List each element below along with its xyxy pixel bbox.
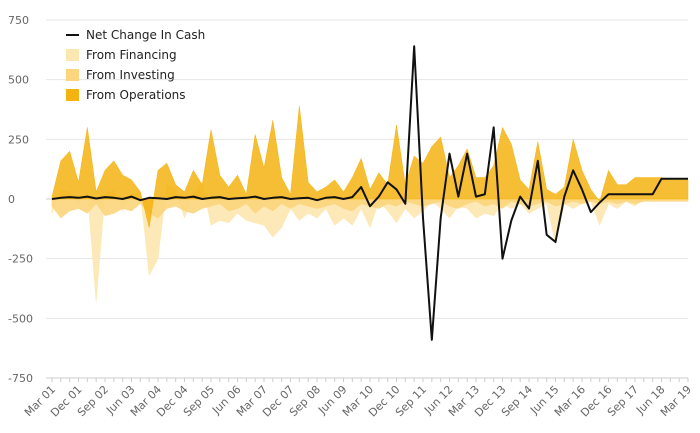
legend-label-from-investing: From Investing [86, 68, 175, 82]
y-tick-label: 500 [8, 74, 29, 87]
y-tick-label: 0 [8, 193, 15, 206]
line-series-net-change-in-cash [51, 45, 688, 341]
legend-swatch-from-financing [66, 49, 79, 61]
area-layer [51, 105, 689, 302]
y-tick-label: 750 [8, 14, 29, 27]
legend-swatch-from-operations [66, 89, 79, 101]
y-tick-label: -250 [8, 253, 33, 266]
y-tick-label: -750 [8, 372, 33, 385]
y-tick-label: 250 [8, 133, 29, 146]
legend-label-net-change-in-cash: Net Change In Cash [86, 28, 205, 42]
y-tick-label: -500 [8, 312, 33, 325]
legend-label-from-operations: From Operations [86, 88, 186, 102]
legend-label-from-financing: From Financing [86, 48, 177, 62]
legend-swatch-from-investing [66, 69, 79, 81]
legend: Net Change In Cash From Financing From Inv… [66, 28, 205, 102]
line-layer [51, 45, 688, 341]
